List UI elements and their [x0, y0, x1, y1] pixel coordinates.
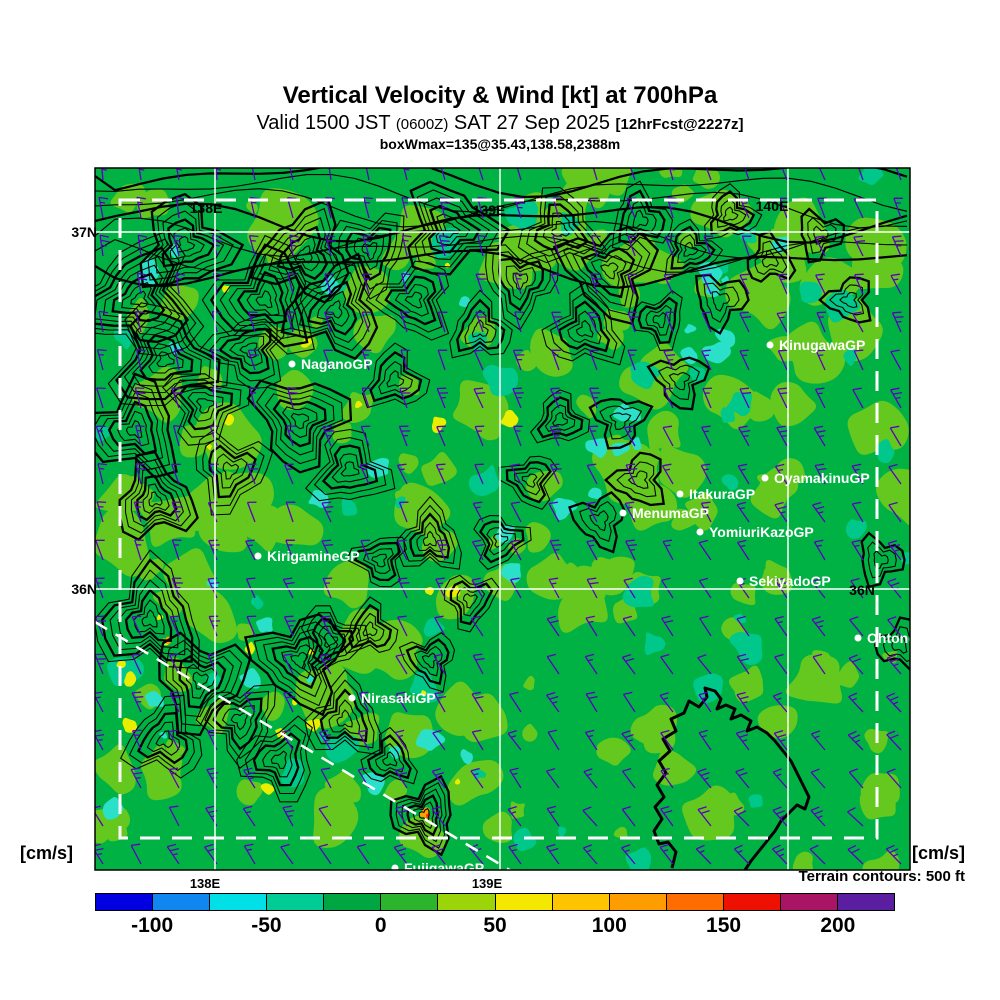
- units-label-left: [cm/s]: [20, 843, 74, 863]
- colorbar-segment: [380, 894, 438, 910]
- colorbar-segment: [323, 894, 381, 910]
- colorbar-tick: 100: [591, 914, 627, 937]
- station-marker-nirasakigp: NirasakiGP: [348, 690, 436, 706]
- station-dot: [761, 474, 769, 482]
- colorbar-segment: [779, 894, 838, 910]
- station-dot: [854, 634, 862, 642]
- colorbar-segment: [551, 894, 609, 910]
- colorbar-segment: [608, 894, 666, 910]
- station-marker-kirigaminegp: KirigamineGP: [254, 548, 360, 564]
- station-dot: [736, 577, 744, 585]
- colorbar-segment: [266, 894, 324, 910]
- valid-date: SAT 27 Sep 2025: [453, 111, 610, 134]
- boxwmax-line: boxWmax=135@35.43,138.58,2388m: [379, 135, 621, 152]
- station-marker-oyamakinugp: OyamakinuGP: [761, 470, 870, 486]
- station-marker-sekiyadogp: SekiyadoGP: [736, 573, 831, 589]
- station-dot: [254, 552, 262, 560]
- lon-label-138e: 138E: [190, 200, 223, 216]
- colorbar-tick: 200: [820, 914, 856, 937]
- latlon-grid: [95, 168, 910, 870]
- colorbar-tick: -100: [131, 914, 174, 937]
- colorbar-segment: [837, 894, 895, 910]
- station-label: ItakuraGP: [689, 486, 755, 502]
- lon-label-bottom-139e: 139E: [471, 876, 503, 891]
- lat-label-37n: 37N: [71, 224, 97, 240]
- colorbar-tick: 150: [706, 914, 742, 937]
- lon-label-bottom-138e: 138E: [189, 876, 221, 891]
- station-marker-ohtonegp: OhtoneGP: [854, 630, 936, 646]
- colorbar-segment: [665, 894, 723, 910]
- colorbar-segment: [96, 894, 153, 910]
- colorbar-tick: 0: [374, 914, 387, 937]
- station-dot: [676, 490, 684, 498]
- lat-label-36n: 36N: [849, 582, 875, 598]
- station-label: OyamakinuGP: [774, 470, 870, 486]
- colorbar-tick: -50: [251, 914, 282, 937]
- colorbar-segment: [209, 894, 267, 910]
- station-marker-naganogp: NaganoGP: [288, 356, 373, 372]
- station-dot: [766, 341, 774, 349]
- colorbar-segment: [722, 894, 780, 910]
- wind-barbs: [95, 168, 904, 865]
- lat-label-36n: 36N: [71, 581, 97, 597]
- station-label: FujigawaGP: [404, 860, 484, 876]
- station-label: NirasakiGP: [361, 690, 436, 706]
- valid-time-line: Valid 1500 JST (0600Z) SAT 27 Sep 2025 […: [0, 112, 1000, 135]
- station-dot: [619, 509, 627, 517]
- station-marker-menumagp: MenumaGP: [619, 505, 709, 521]
- chart-header: Vertical Velocity & Wind [kt] at 700hPa …: [0, 82, 1000, 152]
- map-layers: NaganoGP KinugawaGP OyamakinuGP ItakuraGP Me…: [95, 168, 936, 876]
- terrain-contours-note: Terrain contours: 500 ft: [798, 868, 965, 885]
- coastline: [652, 686, 811, 870]
- page-title: Vertical Velocity & Wind [kt] at 700hPa: [282, 82, 718, 109]
- lon-label-140e: 140E: [756, 198, 789, 214]
- forecast-tag: [12hrFcst@2227z]: [615, 115, 744, 133]
- map-border: [94, 167, 911, 871]
- colorbar-tick: 50: [483, 914, 507, 937]
- station-marker-kinugawagp: KinugawaGP: [766, 337, 865, 353]
- domain-box: [118, 198, 879, 840]
- valid-prefix: Valid 1500 JST: [256, 111, 391, 134]
- station-marker-fujigawagp: FujigawaGP: [391, 860, 484, 876]
- station-label: SekiyadoGP: [749, 573, 831, 589]
- station-dot: [391, 864, 399, 870]
- station-dot: [288, 360, 296, 368]
- station-dot: [348, 694, 356, 702]
- station-label: YomiuriKazoGP: [709, 524, 814, 540]
- colorbar-segment: [152, 894, 210, 910]
- colorbar: [95, 893, 895, 911]
- units-label-right: [cm/s]: [912, 843, 966, 863]
- cross-section-line: [95, 620, 513, 870]
- valid-utc: (0600Z): [395, 115, 449, 133]
- station-marker-yomiurikazogp: YomiuriKazoGP: [696, 524, 814, 540]
- station-label: MenumaGP: [632, 505, 709, 521]
- station-dot: [696, 528, 704, 536]
- station-label: NaganoGP: [301, 356, 373, 372]
- colorbar-segment: [494, 894, 552, 910]
- colorbar-segment: [437, 894, 495, 910]
- station-label: OhtoneGP: [867, 630, 936, 646]
- lon-label-139e: 139E: [473, 202, 506, 218]
- station-label: KinugawaGP: [779, 337, 865, 353]
- station-marker-itakuragp: ItakuraGP: [676, 486, 755, 502]
- station-markers: NaganoGP KinugawaGP OyamakinuGP ItakuraGP Me…: [254, 337, 936, 876]
- station-label: KirigamineGP: [267, 548, 360, 564]
